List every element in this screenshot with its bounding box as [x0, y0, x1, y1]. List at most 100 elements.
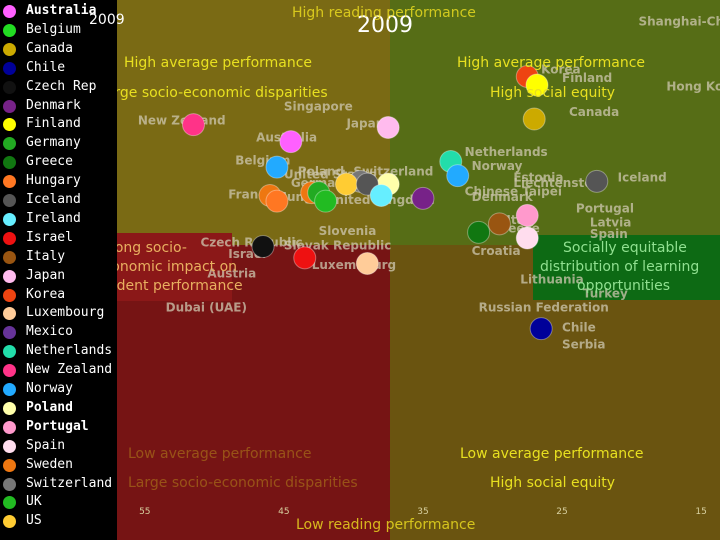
- legend-swatch: [3, 345, 16, 359]
- quadrant-br-line1: Low average performance: [460, 446, 644, 462]
- legend-label: Hungary: [26, 173, 81, 189]
- annotation-estonia: Estonia: [513, 170, 563, 184]
- legend-label: Finland: [26, 116, 81, 132]
- annotation-austria: Austria: [207, 267, 256, 281]
- legend-item-portugal: Portugal: [0, 418, 117, 437]
- legend-swatch: [3, 80, 16, 94]
- point-spain: [515, 226, 539, 250]
- annotation-portugal: Portugal: [576, 202, 634, 216]
- annotation-hong-kong-china: Hong Kong-China: [666, 80, 720, 94]
- legend-item-luxembourg: Luxembourg: [0, 304, 117, 323]
- side-note-left-line1: Strong socio-: [95, 240, 187, 256]
- legend-label: Portugal: [26, 418, 89, 434]
- legend-label: Netherlands: [26, 343, 113, 359]
- point-israel: [293, 246, 317, 270]
- annotation-norway: Norway: [472, 159, 523, 173]
- annotation-canada: Canada: [569, 105, 619, 119]
- legend-swatch: [3, 307, 16, 321]
- point-ireland: [369, 184, 393, 207]
- point-luxembourg: [355, 252, 379, 275]
- legend-swatch: [3, 439, 16, 453]
- side-note-left-box: [115, 233, 232, 301]
- legend-item-belgium: Belgium: [0, 21, 117, 40]
- point-chile: [529, 317, 553, 341]
- annotation-slovenia: Slovenia: [319, 224, 377, 238]
- legend-label: Australia: [26, 3, 97, 18]
- side-note-right-line1: Socially equitable: [563, 240, 687, 256]
- legend-item-czech-rep: Czech Rep: [0, 78, 117, 97]
- legend-label: Korea: [26, 286, 66, 302]
- side-note-right-line3: opportunities: [577, 278, 671, 294]
- y-axis-bottom-label: Low reading performance: [296, 517, 476, 533]
- point-united-kingdom: [314, 189, 338, 213]
- legend-swatch: [3, 496, 16, 510]
- legend-item-italy: Italy: [0, 248, 117, 267]
- legend-swatch: [3, 250, 16, 264]
- legend-item-ireland: Ireland: [0, 210, 117, 229]
- x-tick-label-45: 45: [278, 507, 289, 517]
- side-note-right-line2: distribution of learning: [540, 259, 700, 275]
- legend-item-greece: Greece: [0, 153, 117, 172]
- legend-swatch: [3, 118, 16, 132]
- legend-label: Czech Rep: [26, 78, 97, 94]
- legend-item-switzerland: Switzerland: [0, 475, 117, 494]
- legend-swatch: [3, 194, 16, 207]
- legend-item-korea: Korea: [0, 286, 117, 305]
- legend-item-spain: Spain: [0, 437, 117, 456]
- annotation-turkey: Turkey: [583, 287, 628, 301]
- legend-label: UK: [26, 494, 42, 510]
- quadrant-tl-line1: High average performance: [124, 55, 313, 71]
- legend-swatch: [3, 61, 16, 75]
- legend-item-finland: Finland: [0, 115, 117, 134]
- quadrant-tr-line2: High social equity: [490, 85, 616, 101]
- annotation-poland: Poland: [298, 165, 344, 179]
- legend-swatch: [3, 515, 16, 529]
- annotation-japan: Japan: [345, 117, 384, 131]
- legend-label: Norway: [26, 381, 73, 396]
- x-tick-label-55: 55: [139, 507, 150, 517]
- legend-swatch: [3, 42, 16, 56]
- annotation-czech-republic: Czech Republic: [200, 236, 302, 250]
- legend-item-sweden: Sweden: [0, 456, 117, 475]
- point-norway: [446, 164, 470, 188]
- legend-item-poland: Poland: [0, 399, 117, 418]
- legend-item-australia: Australia: [0, 2, 117, 21]
- y-axis-top-label: High reading performance: [292, 5, 476, 21]
- legend-label: Luxembourg: [26, 305, 105, 321]
- point-italy: [487, 212, 511, 236]
- annotation-luxembourg: Luxembourg: [312, 258, 396, 272]
- legend-label: Israel: [26, 229, 73, 245]
- legend-label: Denmark: [26, 97, 81, 113]
- legend-item-iceland: Iceland: [0, 191, 117, 210]
- legend-label: Belgium: [26, 21, 81, 37]
- annotation-lithuania: Lithuania: [520, 272, 583, 286]
- quadrant-tr-line1: High average performance: [457, 55, 646, 71]
- point-canada: [522, 107, 546, 131]
- side-note-left-line2: economic impact on: [95, 259, 238, 275]
- legend-swatch: [3, 458, 16, 472]
- point-portugal: [515, 203, 539, 227]
- annotation-latvia: Latvia: [590, 216, 632, 230]
- legend-item-uk: UK: [0, 493, 117, 512]
- annotation-singapore: Singapore: [284, 100, 353, 114]
- annotation-netherlands: Netherlands: [465, 145, 548, 159]
- annotation-croatia: Croatia: [472, 244, 521, 258]
- quadrant-high-performance-high-equity: [390, 0, 720, 245]
- x-tick-label-25: 25: [556, 507, 567, 517]
- legend-label: Switzerland: [26, 475, 113, 491]
- point-greece: [467, 220, 491, 244]
- point-czech-republic: [251, 235, 275, 258]
- x-tick-label-35: 35: [417, 507, 428, 517]
- legend-label: Canada: [26, 40, 73, 56]
- point-japan: [376, 116, 400, 139]
- point-new-zealand: [181, 113, 205, 137]
- point-finland: [525, 73, 549, 97]
- legend-swatch: [3, 401, 16, 415]
- legend-item-denmark: Denmark: [0, 97, 117, 116]
- annotation-dubai-uae: Dubai (UAE): [166, 301, 247, 315]
- legend-swatch: [3, 5, 16, 18]
- point-hungary: [265, 189, 289, 213]
- legend-item-mexico: Mexico: [0, 323, 117, 342]
- legend: Australia Belgium Canada Chile Czech Rep Denm…: [0, 0, 117, 540]
